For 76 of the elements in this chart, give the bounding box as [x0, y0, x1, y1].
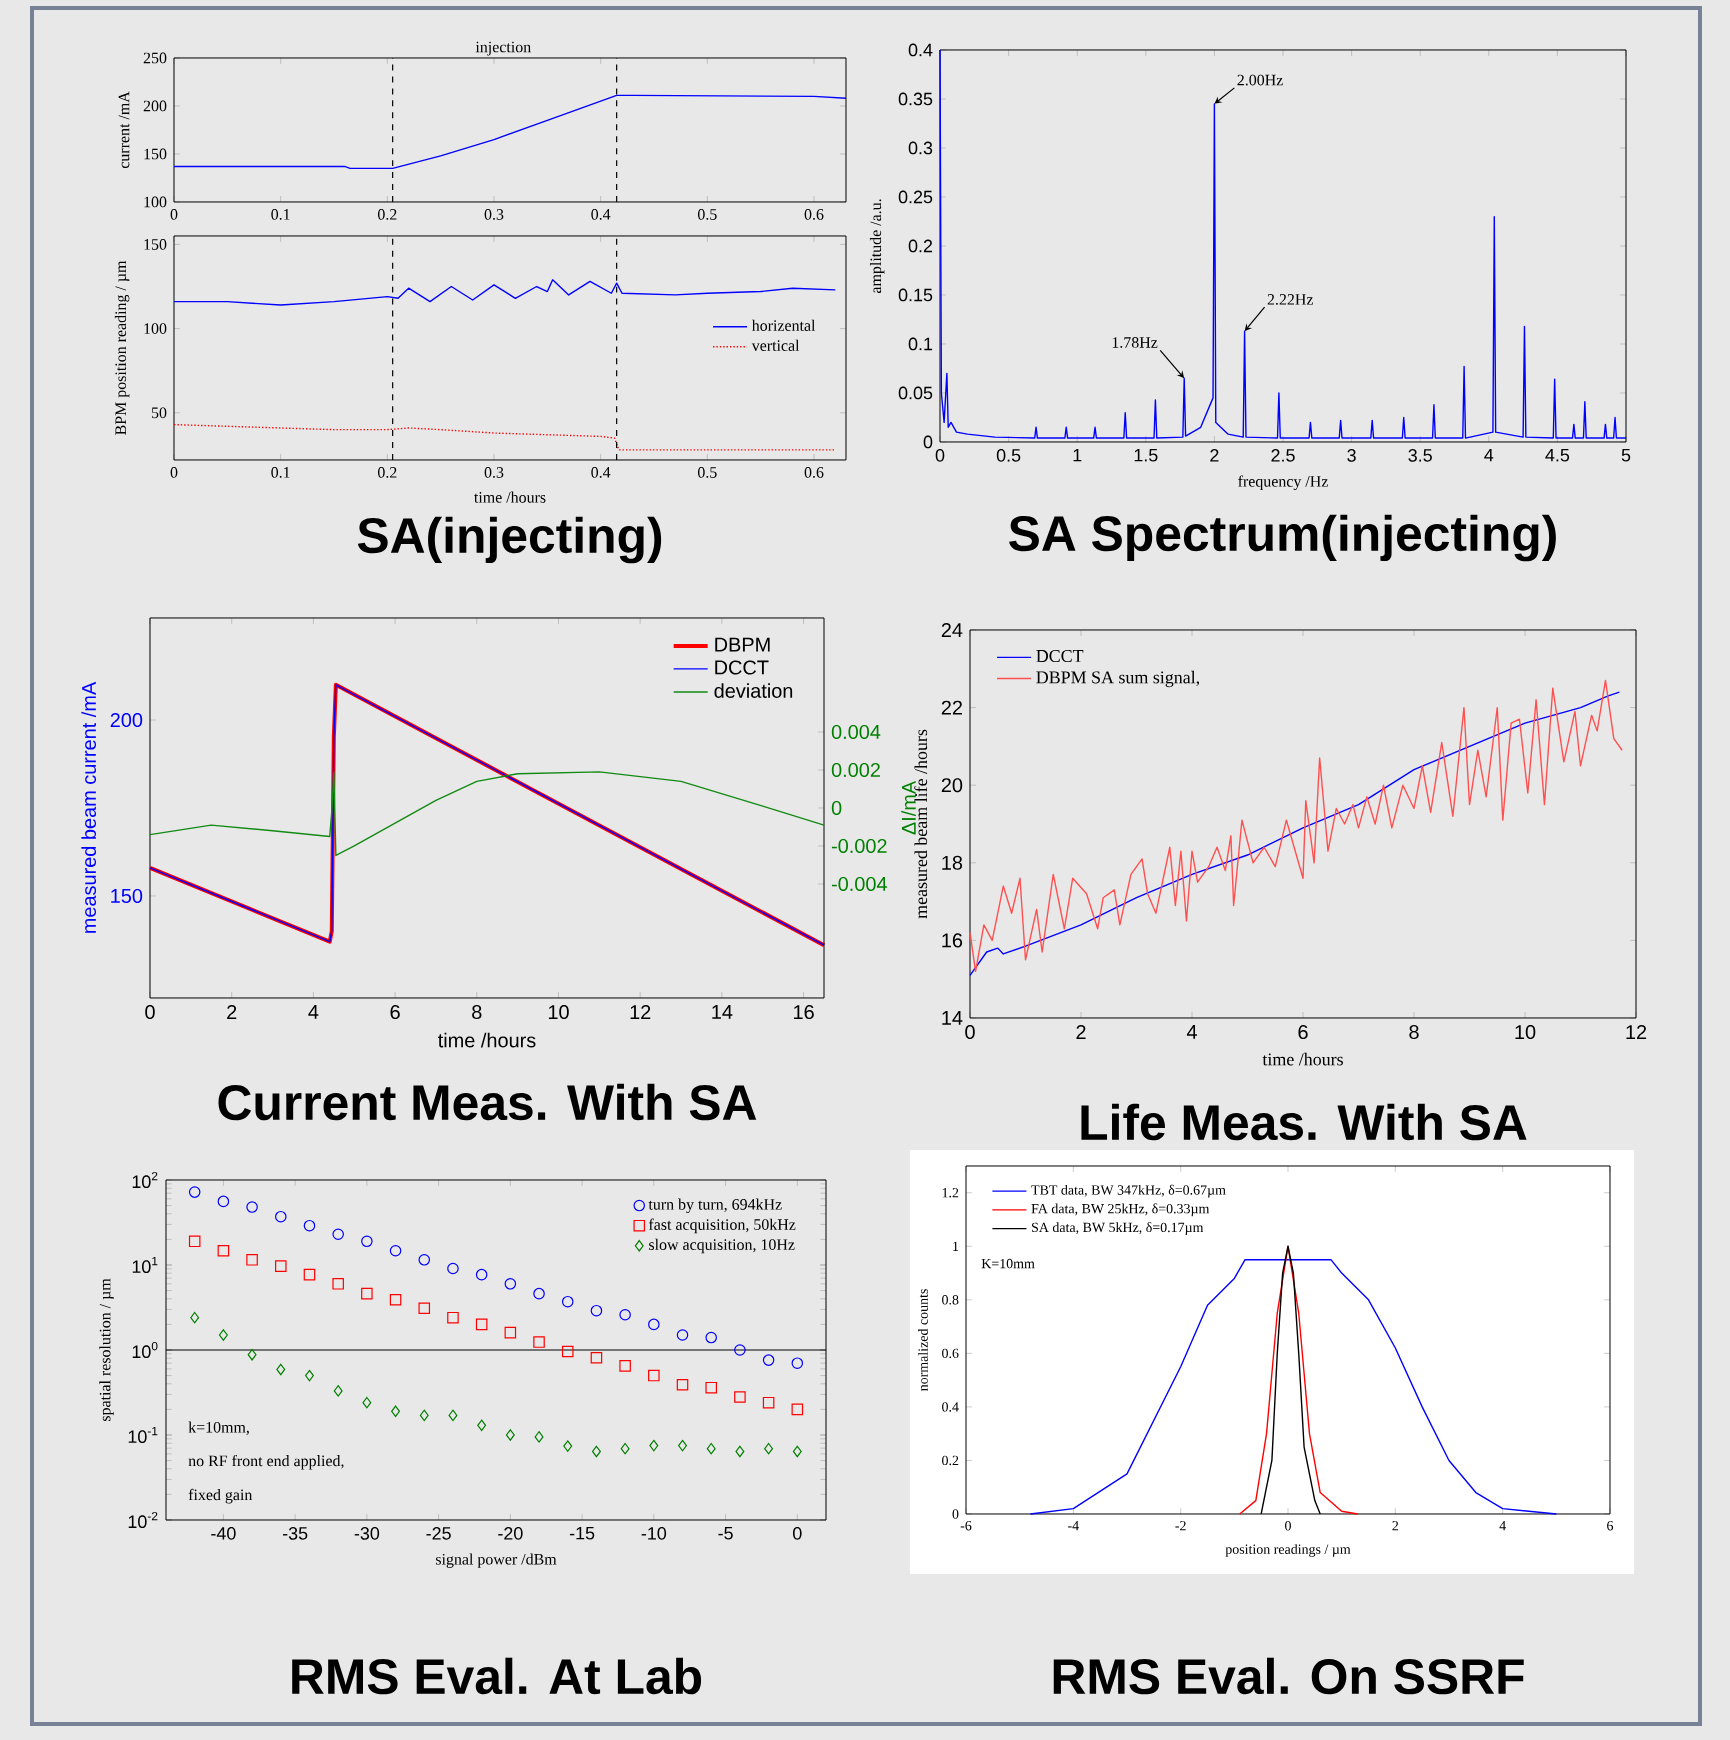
- y-tick-label: 10$^{2}$: [132, 1171, 158, 1189]
- x-tick-label: -10: [641, 1527, 667, 1540]
- y-axis-title: measured beam current /mA: [81, 681, 97, 933]
- legend-label: deviation: [714, 683, 793, 698]
- y-tick-label: 22: [941, 700, 962, 715]
- y-tick-label: 10$^{-2}$: [128, 1511, 158, 1529]
- x-tick-label: 1.5: [1134, 449, 1158, 462]
- y-tick-label: 0: [923, 435, 933, 449]
- text: Current Meas. With SA: [218, 1083, 757, 1121]
- y-tick-label: 0.35: [898, 92, 933, 106]
- x-tick-label: -15: [569, 1527, 595, 1540]
- y-tick-label: 200: [110, 712, 143, 728]
- y-tick-label: 18: [942, 855, 963, 870]
- y-tick-label: 20: [941, 778, 963, 793]
- y2-tick-label: 0: [831, 800, 842, 816]
- x-tick-label: 4.5: [1545, 449, 1570, 462]
- y-tick-label: 16: [942, 933, 963, 948]
- legend-label: DBPM SA sum signal,: [1036, 670, 1200, 688]
- x-axis-title: time /hours: [438, 1032, 536, 1048]
- y-tick-label: 0.05: [898, 386, 933, 400]
- x-tick-label: 4: [1484, 449, 1494, 462]
- x-axis-title: time /hours: [1262, 1052, 1343, 1066]
- legend-label: DCCT: [1036, 649, 1084, 663]
- y-tick-label: 0.4: [908, 43, 933, 57]
- x-tick-label: 2: [1076, 1025, 1086, 1039]
- x-tick-label: 12: [1626, 1025, 1647, 1039]
- y-tick-label: 10$^{1}$: [132, 1256, 158, 1274]
- y-tick-label: 150: [111, 888, 143, 903]
- text: Life Meas. With SA: [1081, 1103, 1527, 1141]
- y-axis-title: measured beam life /hours: [914, 729, 928, 919]
- x-tick-label: 10: [548, 1005, 569, 1020]
- x-tick-label: 3: [1347, 449, 1356, 462]
- y-tick-label: 0.3: [908, 141, 933, 155]
- x-tick-label: 10: [1515, 1025, 1536, 1040]
- x-tick-label: -25: [426, 1527, 451, 1540]
- x-tick-label: 1: [1073, 449, 1082, 462]
- y-tick-label: 24: [941, 623, 963, 637]
- x-tick-label: -35: [282, 1527, 308, 1540]
- x-tick-label: 2: [1210, 449, 1219, 462]
- text: RMS Eval. On SSRF: [1053, 1657, 1524, 1695]
- y2-axis-title: ΔI/mA: [901, 780, 916, 835]
- x-tick-label: 6: [390, 1005, 400, 1020]
- x-tick-label: 16: [794, 1005, 814, 1020]
- x-tick-label: 14: [712, 1005, 733, 1019]
- x-tick-label: 4: [1186, 1025, 1197, 1039]
- text: SA Spectrum(injecting): [1009, 514, 1556, 562]
- y-tick-label: 10$^{0}$: [132, 1341, 158, 1359]
- y-tick-label: 0.25: [898, 190, 933, 204]
- x-tick-label: 5: [1621, 449, 1631, 462]
- y-tick-label: 0.15: [898, 288, 933, 302]
- x-tick-label: 0.5: [996, 449, 1021, 462]
- text: RMS Eval. At Lab: [292, 1657, 702, 1695]
- x-tick-label: 0: [965, 1025, 975, 1040]
- legend-label: DCCT: [715, 660, 769, 675]
- x-tick-label: 8: [1409, 1025, 1419, 1040]
- x-tick-label: 2: [227, 1005, 237, 1019]
- y-tick-label: 10$^{-1}$: [128, 1426, 158, 1444]
- x-tick-label: 4: [308, 1005, 319, 1019]
- x-tick-label: 0: [793, 1527, 802, 1540]
- x-tick-label: -5: [718, 1527, 733, 1540]
- x-tick-label: 6: [1298, 1025, 1308, 1040]
- y2-tick-label: -0.004: [831, 876, 887, 892]
- y2-tick-label: 0.004: [831, 724, 881, 740]
- x-tick-label: -40: [211, 1527, 236, 1540]
- y-tick-label: 0.1: [908, 337, 933, 351]
- y2-tick-label: 0.002: [831, 762, 880, 778]
- x-tick-label: 3.5: [1408, 449, 1432, 462]
- x-tick-label: 8: [472, 1005, 482, 1020]
- y-tick-label: 0.2: [908, 239, 933, 253]
- x-tick-label: -30: [354, 1527, 380, 1540]
- x-tick-label: 2.5: [1271, 449, 1295, 462]
- legend-label: DBPM: [715, 637, 770, 652]
- text: SA(injecting): [357, 516, 662, 564]
- y2-tick-label: -0.002: [831, 838, 887, 854]
- x-tick-label: -20: [498, 1527, 523, 1540]
- x-tick-label: 12: [630, 1005, 651, 1019]
